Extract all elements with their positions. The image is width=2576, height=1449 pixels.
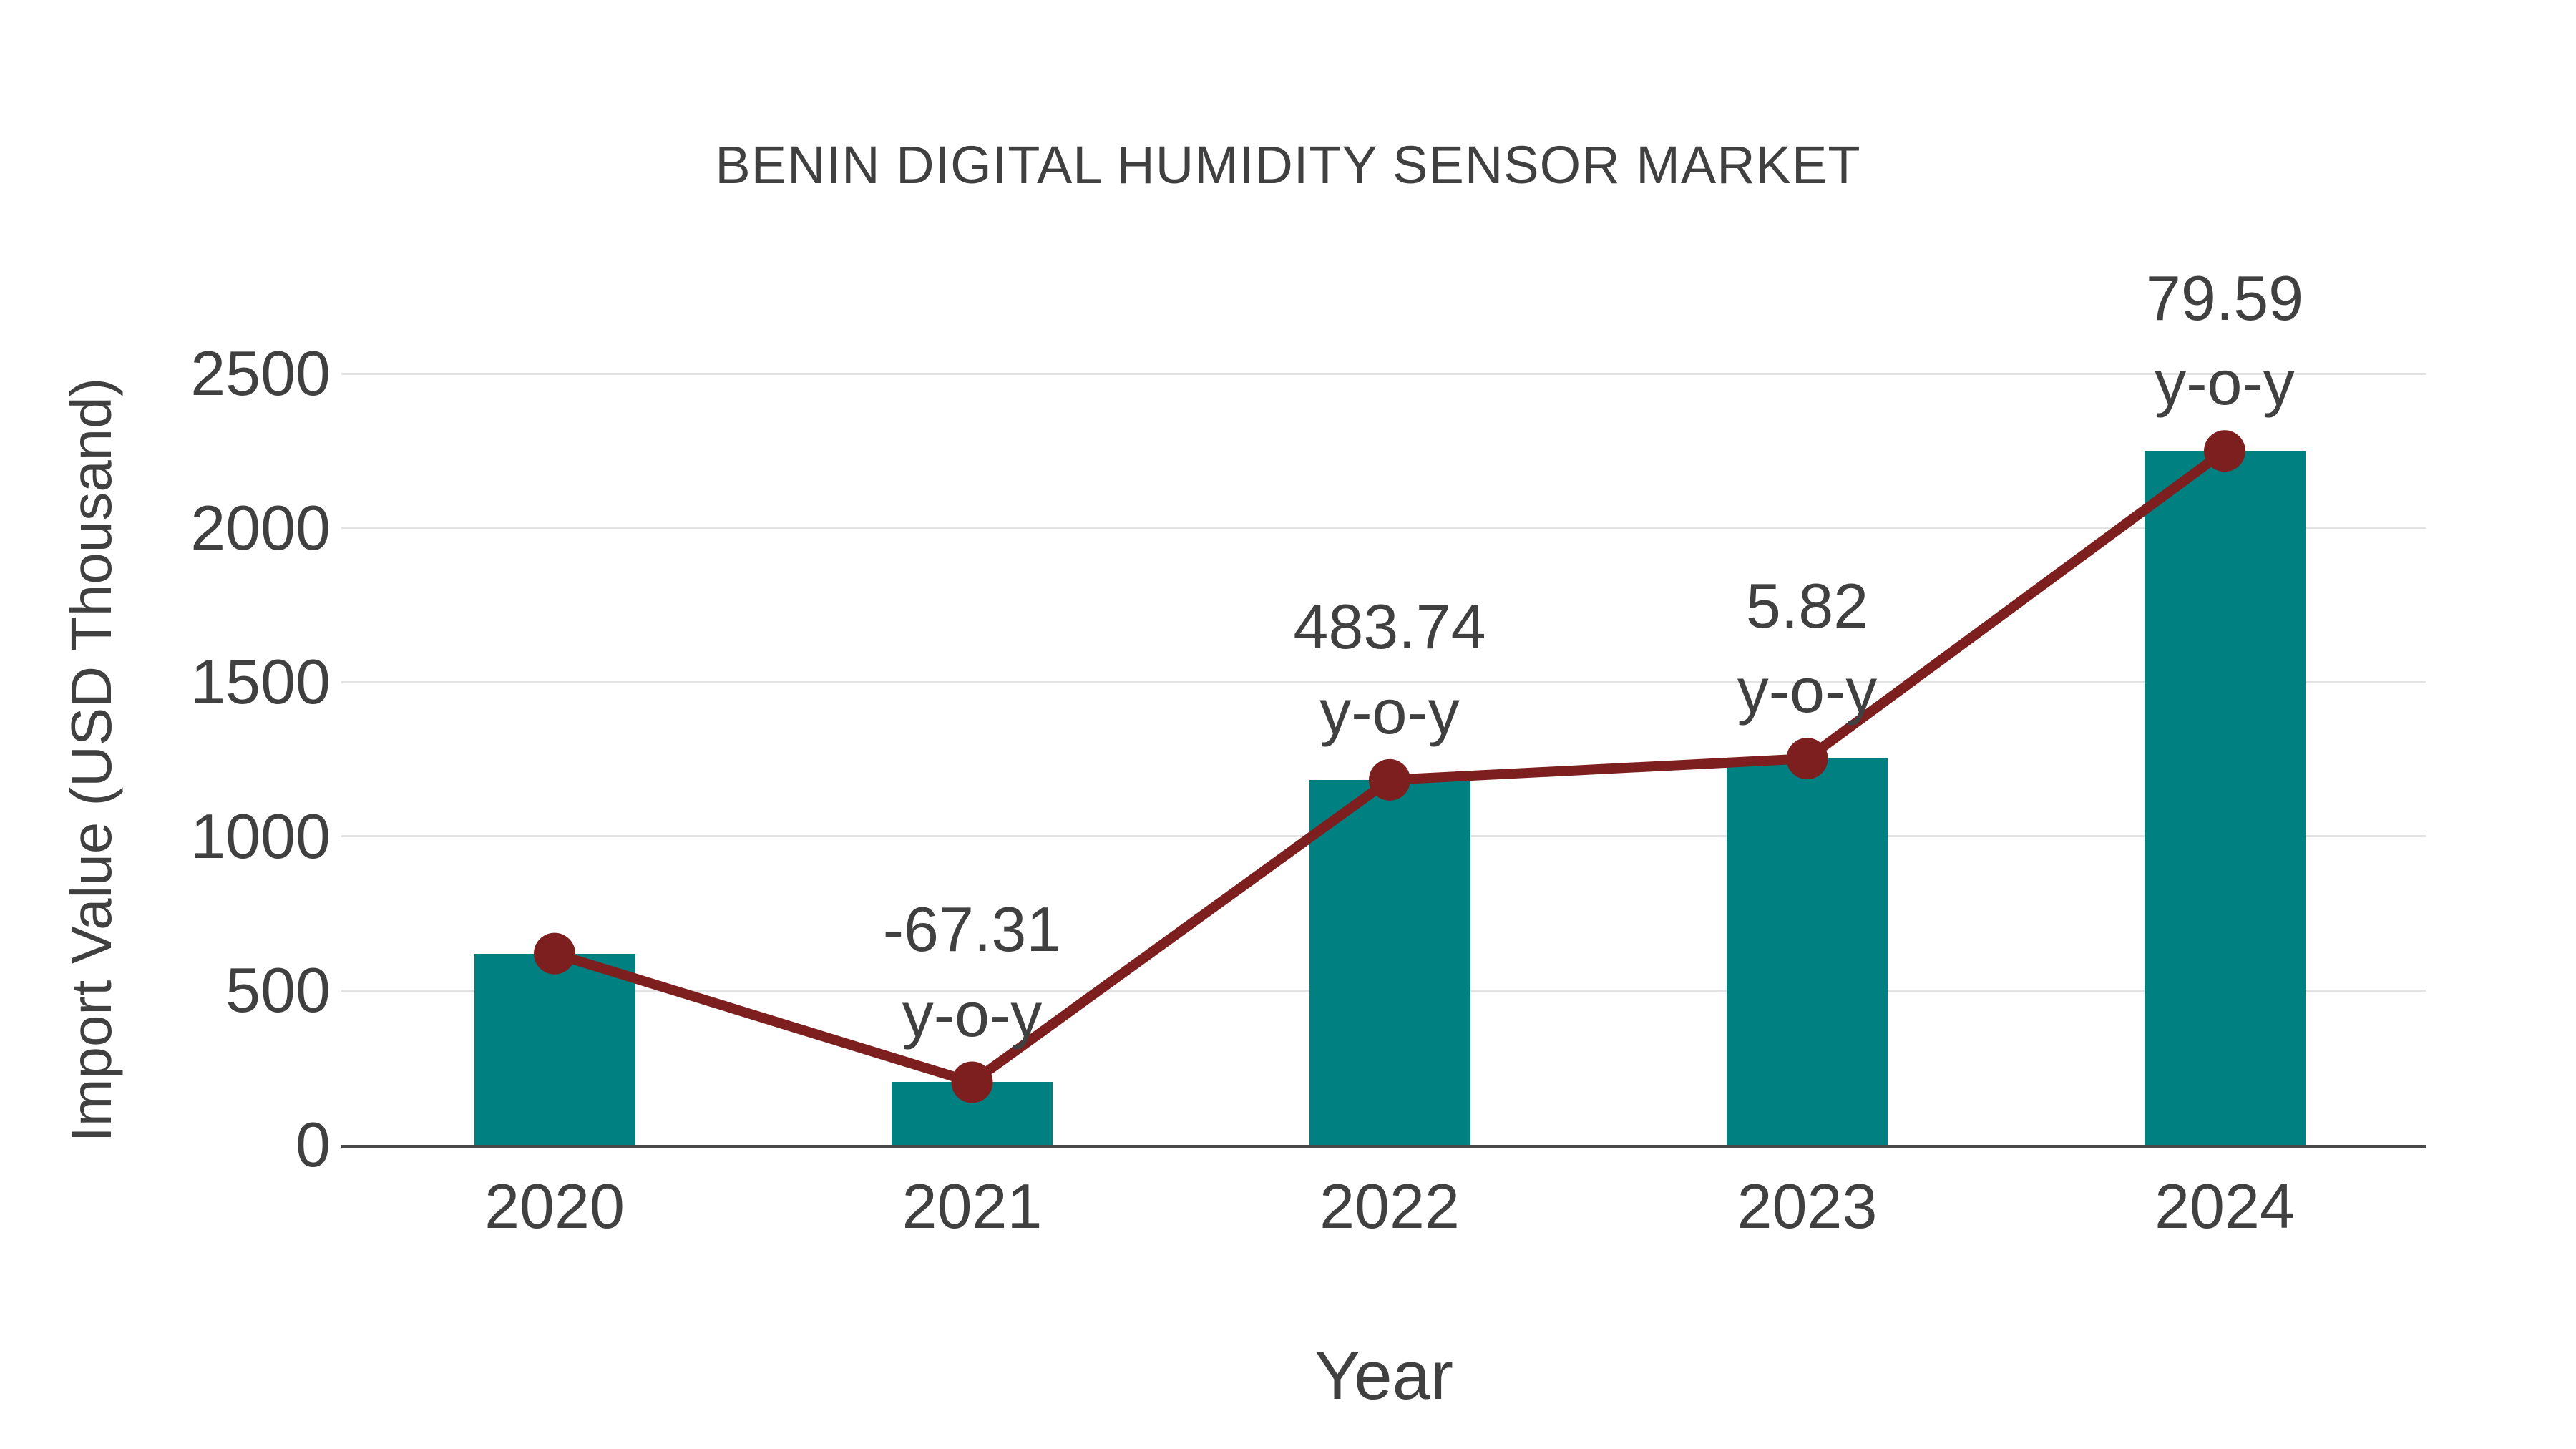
bar-2023 <box>1727 758 1888 1145</box>
gridline <box>341 372 2426 375</box>
x-tick-label: 2023 <box>1737 1171 1878 1241</box>
x-tick-label: 2020 <box>484 1171 625 1241</box>
y-tick-label: 1000 <box>190 800 331 872</box>
gridline <box>341 527 2426 530</box>
yoy-suffix: y-o-y <box>1737 655 1878 726</box>
yoy-growth-label: -67.31 y-o-y <box>883 887 1062 1058</box>
chart-title: BENIN DIGITAL HUMIDITY SENSOR MARKET <box>715 135 1861 195</box>
x-tick-label: 2022 <box>1319 1171 1460 1241</box>
bar-2021 <box>892 1082 1053 1145</box>
y-tick-label: 500 <box>225 955 331 1026</box>
yoy-suffix: y-o-y <box>902 978 1043 1050</box>
bar-2024 <box>2144 451 2306 1145</box>
y-tick-label: 1500 <box>190 646 331 718</box>
yoy-growth-label: 5.82 y-o-y <box>1737 564 1878 734</box>
yoy-growth-label: 483.74 y-o-y <box>1293 585 1485 755</box>
yoy-value: 5.82 <box>1745 570 1869 641</box>
yoy-growth-label: 79.59 y-o-y <box>2146 256 2303 426</box>
x-axis-title: Year <box>1314 1337 1453 1414</box>
bar-2022 <box>1309 779 1470 1145</box>
x-tick-label: 2024 <box>2155 1171 2295 1241</box>
yoy-suffix: y-o-y <box>1319 676 1460 748</box>
yoy-value: 483.74 <box>1293 591 1486 663</box>
x-axis-line <box>341 1145 2426 1148</box>
bar-2020 <box>474 953 635 1145</box>
yoy-value: -67.31 <box>882 893 1062 965</box>
x-tick-label: 2021 <box>902 1171 1043 1241</box>
y-tick-label: 2000 <box>190 492 331 563</box>
yoy-suffix: y-o-y <box>2155 347 2295 419</box>
y-tick-label: 0 <box>296 1109 331 1180</box>
yoy-value: 79.59 <box>2145 262 2304 333</box>
y-tick-label: 2500 <box>190 338 331 409</box>
